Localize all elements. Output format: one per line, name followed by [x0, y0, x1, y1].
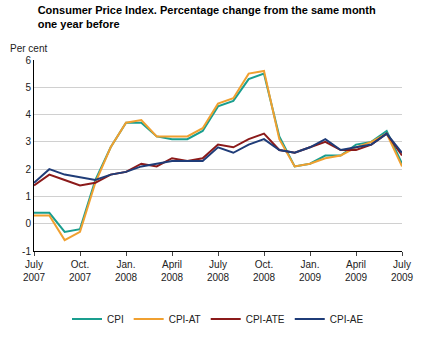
svg-text:Oct.2008: Oct.2008 — [253, 259, 276, 283]
svg-text:April2008: April2008 — [161, 259, 184, 283]
svg-text:July2009: July2009 — [391, 259, 414, 283]
svg-text:CPI: CPI — [107, 314, 124, 325]
svg-text:2: 2 — [25, 164, 31, 175]
svg-text:1: 1 — [25, 191, 31, 202]
svg-text:CPI-ATE: CPI-ATE — [246, 314, 285, 325]
svg-text:4: 4 — [25, 109, 31, 120]
svg-text:5: 5 — [25, 82, 31, 93]
svg-text:0: 0 — [25, 218, 31, 229]
svg-text:July2007: July2007 — [23, 259, 46, 283]
svg-text:6: 6 — [25, 55, 31, 66]
svg-text:Jan.2009: Jan.2009 — [299, 259, 322, 283]
svg-text:Oct.2007: Oct.2007 — [69, 259, 92, 283]
svg-text:3: 3 — [25, 136, 31, 147]
svg-text:-1: -1 — [22, 246, 31, 257]
svg-text:July2008: July2008 — [207, 259, 230, 283]
svg-text:Consumer Price Index. Percenta: Consumer Price Index. Percentage change … — [38, 4, 376, 30]
svg-text:April2009: April2009 — [345, 259, 368, 283]
svg-text:Per cent: Per cent — [10, 43, 47, 54]
svg-text:Jan.2008: Jan.2008 — [115, 259, 138, 283]
svg-text:CPI-AT: CPI-AT — [169, 314, 201, 325]
svg-text:CPI-AE: CPI-AE — [330, 314, 364, 325]
